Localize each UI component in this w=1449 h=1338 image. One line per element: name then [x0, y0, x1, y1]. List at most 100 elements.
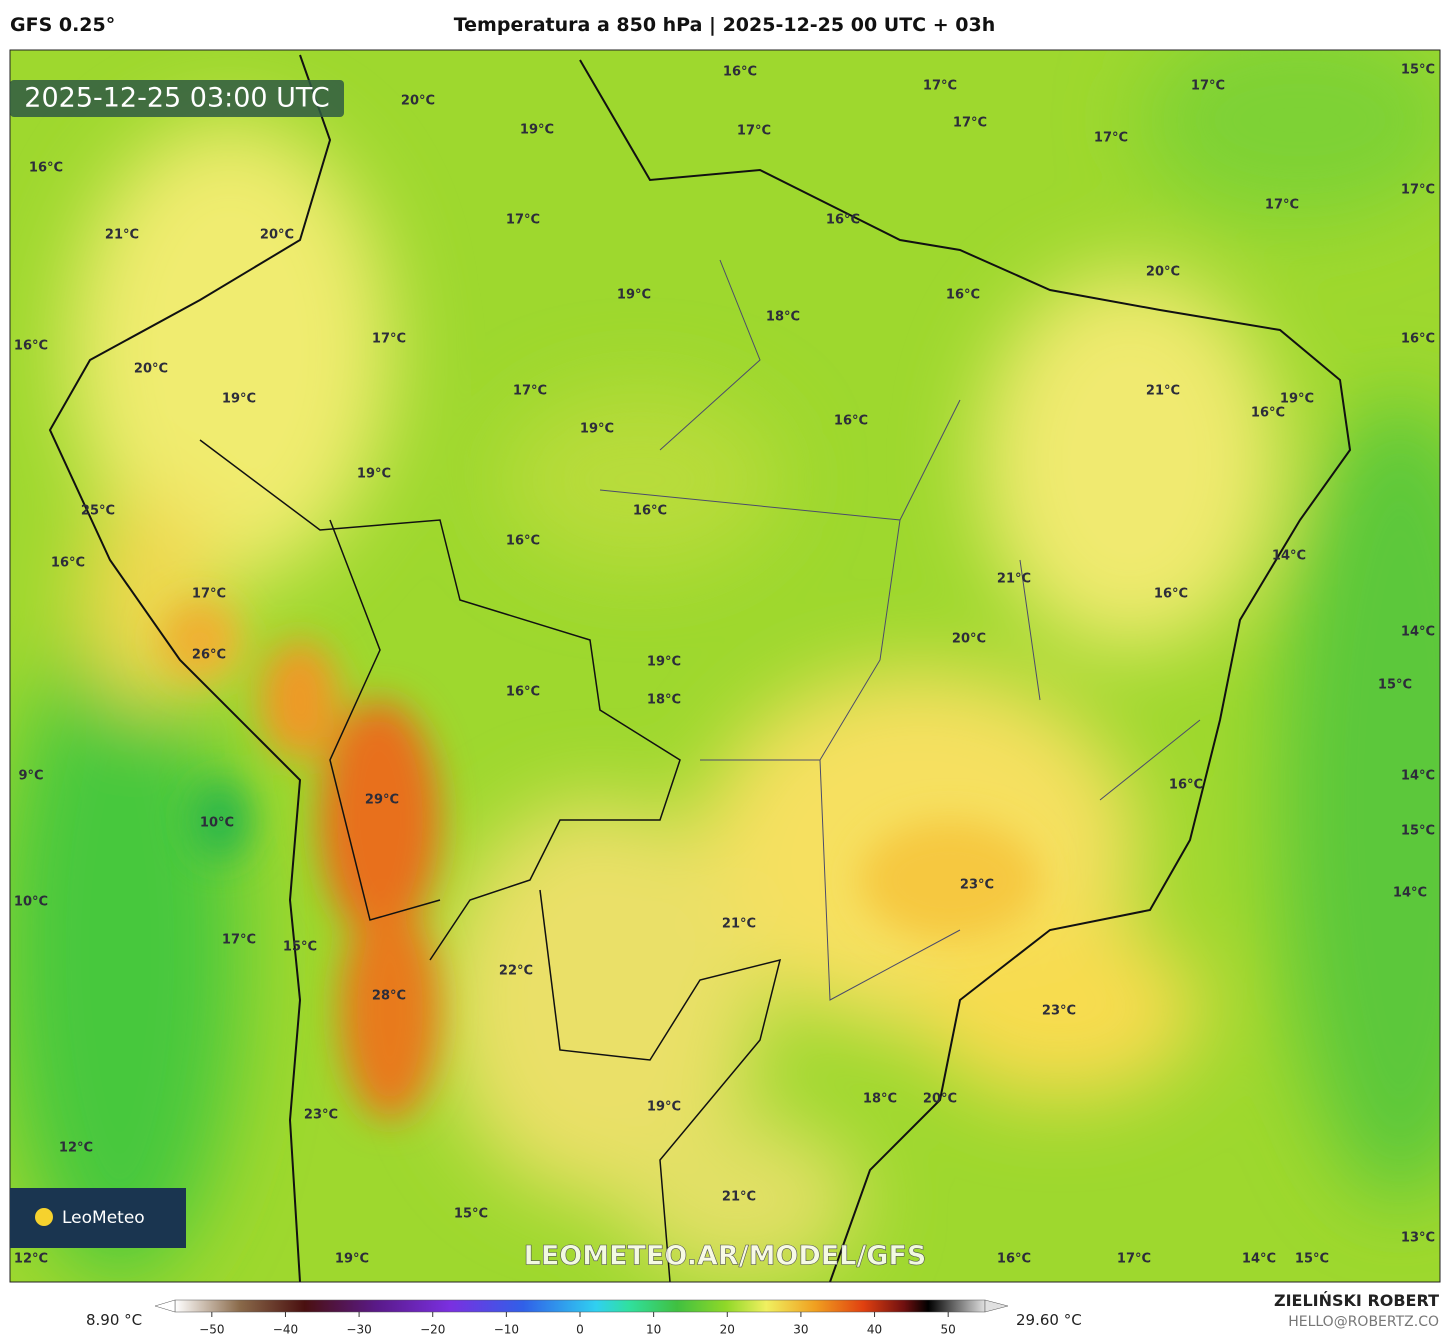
- temperature-label: 16°C: [506, 534, 540, 549]
- temperature-label: 17°C: [513, 384, 547, 399]
- temperature-label: 15°C: [1401, 63, 1435, 78]
- colorbar-tick-label: −20: [420, 1323, 445, 1337]
- temperature-label: 17°C: [923, 79, 957, 94]
- temperature-label: 16°C: [834, 414, 868, 429]
- temperature-label: 18°C: [863, 1092, 897, 1107]
- temperature-label: 15°C: [1295, 1252, 1329, 1267]
- temperature-label: 19°C: [357, 467, 391, 482]
- timestamp-box: [10, 80, 344, 117]
- temperature-label: 17°C: [953, 116, 987, 131]
- temperature-label: 22°C: [499, 964, 533, 979]
- temperature-label: 18°C: [766, 310, 800, 325]
- colorbar-tick-label: −10: [494, 1323, 519, 1337]
- colorbar-tick-label: 10: [646, 1323, 661, 1337]
- temperature-label: 17°C: [1401, 183, 1435, 198]
- temperature-label: 19°C: [617, 288, 651, 303]
- temperature-labels: 16°C 17°C 17°C 15°C 20°C 19°C 17°C 17°C 17°C 16°C…: [14, 63, 1435, 1267]
- temperature-label: 16°C: [51, 556, 85, 571]
- logo: LeoMeteo: [62, 1208, 145, 1228]
- temperature-label: 16°C: [1169, 778, 1203, 793]
- temperature-label: 20°C: [401, 94, 435, 109]
- temperature-label: 12°C: [14, 1252, 48, 1267]
- temperature-label: 23°C: [1042, 1004, 1076, 1019]
- temperature-label: 10°C: [14, 895, 48, 910]
- temperature-label: 17°C: [222, 933, 256, 948]
- temperature-label: 21°C: [722, 917, 756, 932]
- temperature-label: 29°C: [365, 793, 399, 808]
- temperature-label: 14°C: [1272, 549, 1306, 564]
- temperature-label: 16°C: [506, 685, 540, 700]
- temperature-label: 12°C: [59, 1141, 93, 1156]
- temperature-label: 19°C: [520, 123, 554, 138]
- watermark: LEOMETEO.AR/MODEL/GFS: [524, 1241, 927, 1272]
- colorbar-arrow-right: [984, 1299, 1009, 1313]
- temperature-label: 20°C: [1146, 265, 1180, 280]
- temperature-label: 14°C: [1242, 1252, 1276, 1267]
- temperature-label: 16°C: [1154, 587, 1188, 602]
- temperature-label: 16°C: [1401, 332, 1435, 347]
- temperature-label: 17°C: [192, 587, 226, 602]
- temperature-label: 16°C: [29, 161, 63, 176]
- temperature-label: 19°C: [647, 655, 681, 670]
- temperature-label: 16°C: [633, 504, 667, 519]
- colorbar-tick-label: 50: [941, 1323, 956, 1337]
- temperature-label: 18°C: [647, 693, 681, 708]
- temperature-label: 21°C: [997, 572, 1031, 587]
- temperature-label: 9°C: [18, 769, 43, 784]
- temperature-label: 19°C: [647, 1100, 681, 1115]
- temperature-label: 14°C: [1401, 625, 1435, 640]
- temperature-label: 15°C: [283, 940, 317, 955]
- temperature-label: 17°C: [372, 332, 406, 347]
- colorbar-tick-label: −40: [273, 1323, 298, 1337]
- temperature-label: 16°C: [1251, 406, 1285, 421]
- logo-sun: [35, 1208, 53, 1226]
- temperature-label: 19°C: [580, 422, 614, 437]
- temperature-label: 17°C: [1265, 198, 1299, 213]
- map-field: [10, 50, 1440, 1282]
- temperature-label: 17°C: [1117, 1252, 1151, 1267]
- temperature-label: 17°C: [1094, 131, 1128, 146]
- temperature-label: 16°C: [997, 1252, 1031, 1267]
- colorbar-tick-label: −30: [346, 1323, 371, 1337]
- temperature-label: 17°C: [737, 124, 771, 139]
- timestamp: 2025-12-25 03:00 UTC: [24, 83, 329, 114]
- temperature-label: 20°C: [952, 632, 986, 647]
- temperature-label: 19°C: [222, 392, 256, 407]
- colorbar-tick-label: 20: [720, 1323, 735, 1337]
- colorbar-max: 29.60 °C: [1016, 1311, 1082, 1329]
- temperature-label: 21°C: [1146, 384, 1180, 399]
- colorbar-tick-label: 30: [793, 1323, 808, 1337]
- colorbar-ticks: −50 −40 −30 −20 −10 0 10 20 30 40 50: [199, 1312, 956, 1337]
- colorbar-min: 8.90 °C: [86, 1311, 143, 1329]
- temperature-label: 19°C: [1280, 392, 1314, 407]
- colorbar-tick-label: 0: [576, 1323, 584, 1337]
- model-name: GFS 0.25°: [10, 14, 116, 36]
- map-title: Temperatura a 850 hPa | 2025-12-25 00 UT…: [453, 14, 996, 36]
- temperature-label: 20°C: [134, 362, 168, 377]
- temperature-label: 15°C: [1401, 824, 1435, 839]
- colorbar-arrow-left: [154, 1299, 176, 1313]
- temperature-label: 20°C: [923, 1092, 957, 1107]
- temperature-label: 23°C: [960, 878, 994, 893]
- temperature-label: 17°C: [1191, 79, 1225, 94]
- colorbar-tick-label: −50: [199, 1323, 224, 1337]
- colorbar-tick-label: 40: [867, 1323, 882, 1337]
- temperature-label: 21°C: [105, 228, 139, 243]
- temperature-label: 26°C: [192, 648, 226, 663]
- email: HELLO@ROBERTZ.CO: [1288, 1314, 1439, 1330]
- temperature-label: 16°C: [14, 339, 48, 354]
- temperature-label: 10°C: [200, 816, 234, 831]
- temperature-label: 14°C: [1393, 886, 1427, 901]
- temperature-label: 16°C: [723, 65, 757, 80]
- colorbar: [174, 1299, 986, 1313]
- temperature-label: 16°C: [826, 213, 860, 228]
- temperature-label: 16°C: [946, 288, 980, 303]
- temperature-label: 14°C: [1401, 769, 1435, 784]
- temperature-label: 15°C: [454, 1207, 488, 1222]
- temperature-label: 25°C: [81, 504, 115, 519]
- author: ZIELIŃSKI ROBERT: [1273, 1291, 1439, 1310]
- temperature-label: 20°C: [260, 228, 294, 243]
- temperature-label: 23°C: [304, 1108, 338, 1123]
